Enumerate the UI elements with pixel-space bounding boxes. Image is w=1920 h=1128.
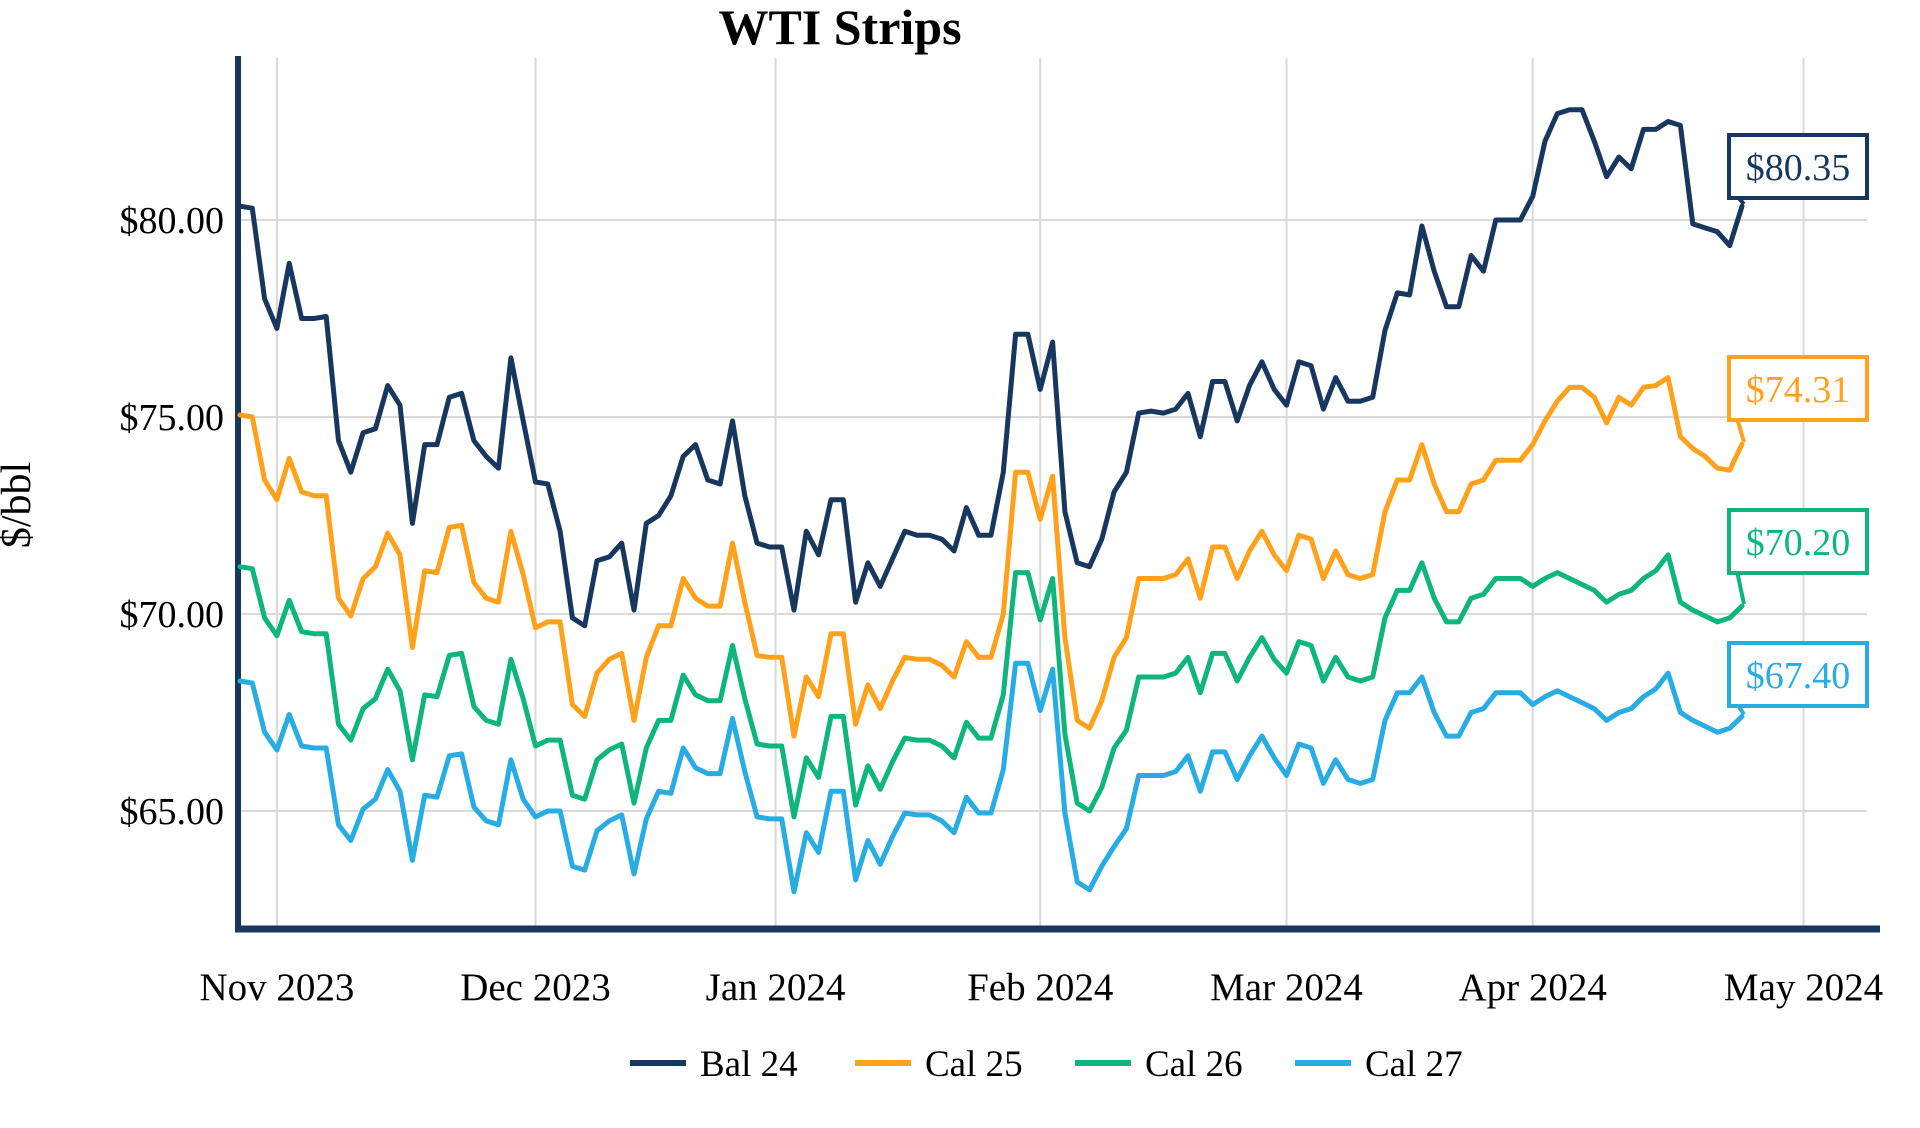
end-label-leader (1735, 570, 1746, 605)
y-axis-title: $/bbl (0, 462, 40, 548)
x-tick-label: Mar 2024 (1210, 966, 1363, 1009)
x-tick-label: Dec 2023 (460, 966, 611, 1009)
y-tick-label: $65.00 (120, 791, 225, 833)
x-tick-label: Feb 2024 (967, 966, 1113, 1009)
legend: Bal 24 Cal 25 Cal 26 Cal 27 (630, 1044, 1463, 1085)
axis-tick-labels: $80.00 $75.00 $70.00 $65.00 Nov 2023 Dec 2023… (120, 200, 1884, 1009)
end-label-box (1727, 355, 1869, 422)
series-line-cal-26 (237, 552, 1745, 820)
chart-title: WTI Strips (718, 0, 961, 55)
legend-label: Bal 24 (700, 1044, 798, 1085)
y-tick-label: $75.00 (120, 397, 225, 439)
x-tick-label: Nov 2023 (199, 966, 354, 1009)
series-line-cal-27 (237, 660, 1745, 895)
end-label-value: $67.40 (1746, 655, 1851, 697)
x-tick-label: May 2024 (1724, 966, 1883, 1009)
end-label-value: $80.35 (1746, 147, 1851, 189)
legend-label: Cal 27 (1365, 1044, 1463, 1085)
series-lines (237, 107, 1745, 895)
end-label-box (1727, 133, 1869, 200)
end-label-leader (1735, 417, 1746, 443)
x-tick-label: Jan 2024 (706, 966, 846, 1009)
legend-label: Cal 25 (925, 1044, 1023, 1085)
y-tick-label: $70.00 (120, 594, 225, 636)
y-tick-label: $80.00 (120, 200, 225, 242)
end-label-box (1727, 641, 1869, 708)
x-tick-label: Apr 2024 (1459, 966, 1607, 1009)
series-end-labels: $80.35 $74.31 $70.20 $67.40 (1727, 133, 1869, 716)
gridlines (238, 58, 1867, 929)
legend-label: Cal 26 (1145, 1044, 1243, 1085)
end-label-value: $70.20 (1746, 522, 1851, 564)
axes (235, 56, 1880, 933)
series-line-bal-24 (237, 107, 1745, 629)
end-label-box (1727, 508, 1869, 575)
series-line-cal-25 (237, 375, 1745, 739)
end-label-value: $74.31 (1746, 369, 1851, 411)
